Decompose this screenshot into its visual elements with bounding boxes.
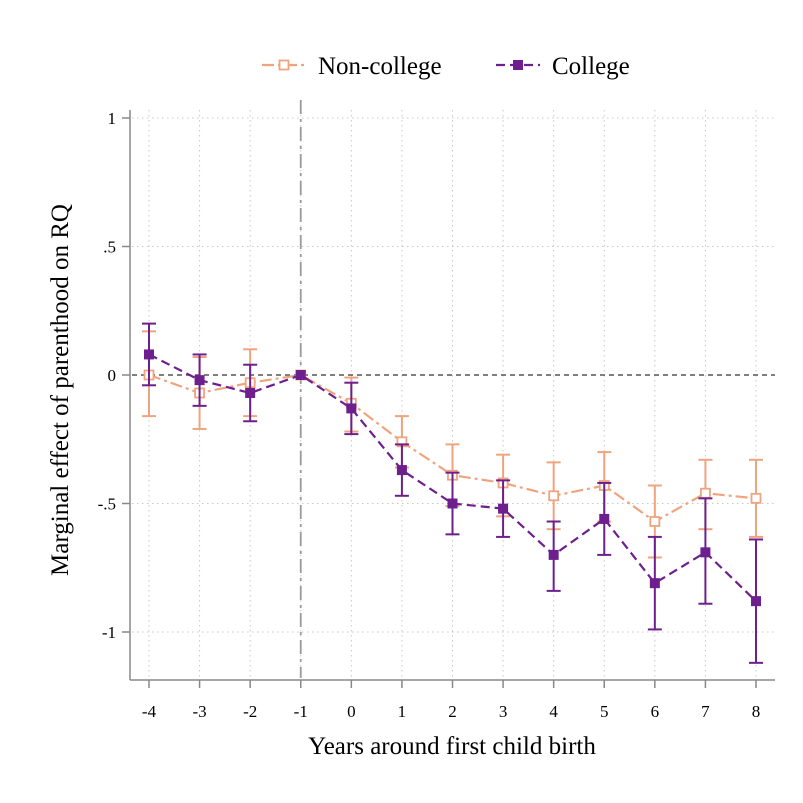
x-tick-label: 6 — [651, 702, 660, 721]
data-point — [751, 596, 761, 607]
data-point — [498, 503, 509, 514]
x-tick-label: -3 — [192, 702, 206, 721]
data-point — [700, 487, 711, 499]
data-point — [396, 465, 407, 476]
x-axis-title: Years around first child birth — [308, 733, 596, 760]
axes-layer: 1 .5 0 -.5 -1 -4 -3 -2 -1 0 1 2 3 4 5 6 7 8 — [98, 100, 775, 721]
x-tick-label: 8 — [752, 702, 761, 721]
x-tick-label: -4 — [142, 702, 157, 721]
x-tick-label: 1 — [398, 702, 407, 721]
data-point — [548, 549, 559, 560]
data-point — [700, 547, 711, 558]
x-tick-label: 4 — [549, 702, 558, 721]
x-tick-label: -2 — [243, 702, 257, 721]
y-tick-label: -1 — [102, 623, 116, 642]
data-point — [750, 492, 762, 504]
legend: Non-college College — [262, 53, 630, 80]
legend-label: Non-college — [318, 53, 442, 80]
legend-marker — [513, 60, 523, 70]
legend-item-non-college: Non-college — [262, 53, 442, 80]
x-tick-label: 2 — [448, 702, 457, 721]
legend-marker — [278, 59, 290, 71]
x-tick-label: 3 — [499, 702, 508, 721]
x-tick-label: -1 — [294, 702, 308, 721]
y-tick-label: .5 — [103, 238, 116, 257]
x-tick-label: 0 — [347, 702, 356, 721]
data-point — [649, 578, 660, 589]
data-point — [295, 370, 306, 380]
y-tick-label: -.5 — [98, 495, 116, 514]
data-point — [245, 387, 256, 398]
grid-layer — [132, 110, 775, 678]
data-point — [194, 375, 205, 386]
data-point — [649, 516, 661, 527]
series-college — [142, 322, 763, 664]
data-point — [144, 349, 154, 360]
data-point — [599, 513, 610, 524]
y-tick-label: 0 — [108, 366, 117, 385]
data-point — [346, 403, 357, 414]
y-axis-title: Marginal effect of parenthood on RQ — [47, 204, 74, 576]
data-point — [447, 498, 458, 509]
x-tick-label: 7 — [701, 702, 710, 721]
y-tick-label: 1 — [108, 109, 117, 128]
data-point — [548, 490, 560, 502]
legend-item-college: College — [496, 53, 630, 80]
series-layer — [142, 322, 763, 664]
x-tick-label: 5 — [600, 702, 609, 721]
legend-label: College — [552, 53, 630, 80]
